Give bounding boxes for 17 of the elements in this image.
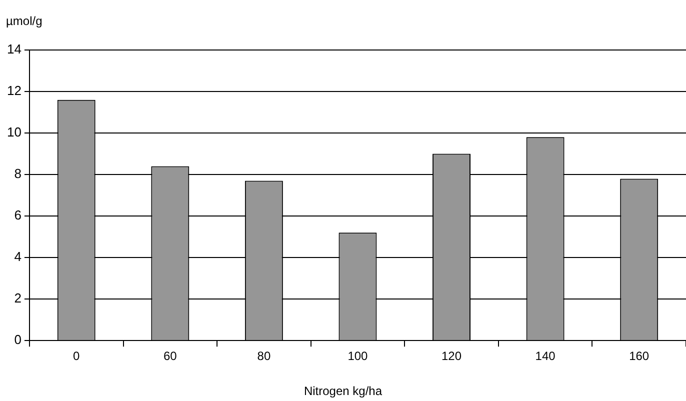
x-tick-label: 100 — [348, 349, 368, 364]
y-tick-label: 8 — [14, 166, 22, 182]
y-tick-label: 2 — [14, 290, 22, 306]
y-tick-label: 10 — [6, 124, 22, 140]
x-tick-label: 0 — [73, 349, 80, 364]
y-tick-label: 6 — [14, 208, 22, 223]
x-tick-label: 60 — [163, 349, 178, 364]
x-axis-title: Nitrogen kg/ha — [302, 384, 384, 398]
y-tick-label: 12 — [6, 83, 22, 98]
x-tick-label: 140 — [535, 349, 556, 364]
y-axis-title: µmol/g — [6, 14, 42, 28]
x-tick-label: 80 — [257, 349, 271, 364]
x-tick-label: 160 — [629, 349, 650, 364]
y-tick-label: 4 — [14, 249, 22, 264]
y-tick-label: 14 — [6, 42, 22, 57]
x-tick-label: 120 — [442, 349, 462, 364]
y-tick-label: 0 — [14, 332, 22, 348]
